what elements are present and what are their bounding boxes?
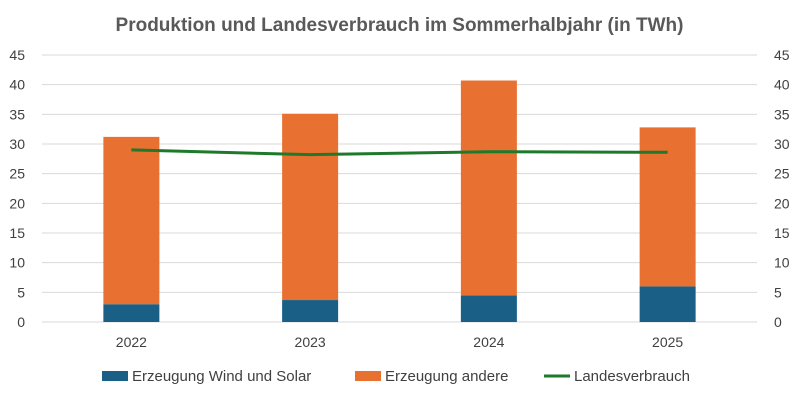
legend-label: Erzeugung Wind und Solar	[132, 368, 311, 385]
x-tick-label: 2023	[295, 334, 326, 350]
y-tick-label-left: 35	[9, 106, 25, 122]
line-series	[131, 148, 668, 157]
y-tick-label-right: 10	[774, 255, 790, 271]
x-tick-label: 2022	[116, 334, 147, 350]
legend: Erzeugung Wind und Solar Erzeugung andere…	[102, 368, 690, 385]
bar-segment	[282, 300, 339, 322]
bars	[103, 80, 696, 322]
x-tick-label: 2024	[473, 334, 504, 350]
y-tick-label-right: 0	[774, 314, 782, 330]
line-series-path	[131, 148, 668, 157]
y-tick-label-right: 25	[774, 166, 790, 182]
y-tick-label-right: 40	[774, 77, 790, 93]
bar-segment	[639, 286, 696, 322]
y-tick-label-left: 40	[9, 77, 25, 93]
y-tick-label-right: 30	[774, 136, 790, 152]
y-tick-label-left: 5	[17, 284, 25, 300]
bar-segment	[282, 113, 339, 301]
y-tick-label-right: 5	[774, 284, 782, 300]
gridlines	[42, 54, 757, 323]
bar-segment	[460, 80, 517, 296]
chart-title: Produktion und Landesverbrauch im Sommer…	[116, 15, 684, 36]
y-tick-label-left: 10	[9, 255, 25, 271]
x-tick-label: 2025	[652, 334, 683, 350]
legend-label: Erzeugung andere	[385, 368, 508, 385]
y-tick-label-right: 35	[774, 106, 790, 122]
y-tick-label-right: 15	[774, 225, 790, 241]
y-axis-right: 0 5 10 15 20 25 30 35 40 45	[774, 47, 790, 330]
y-tick-label-left: 0	[17, 314, 25, 330]
y-tick-label-left: 20	[9, 195, 25, 211]
y-tick-label-right: 45	[774, 47, 790, 63]
y-axis-left: 0 5 10 15 20 25 30 35 40 45	[9, 47, 25, 330]
bar-segment	[639, 127, 696, 287]
x-axis: 2022 2023 2024 2025	[116, 334, 684, 350]
y-tick-label-left: 15	[9, 225, 25, 241]
legend-swatch	[102, 371, 128, 381]
bar-segment	[103, 136, 160, 305]
y-tick-label-left: 25	[9, 166, 25, 182]
y-tick-label-right: 20	[774, 195, 790, 211]
y-tick-label-left: 45	[9, 47, 25, 63]
bar-segment	[460, 295, 517, 322]
y-tick-label-left: 30	[9, 136, 25, 152]
bar-segment	[103, 304, 160, 322]
legend-swatch	[355, 371, 381, 381]
legend-label: Landesverbrauch	[574, 368, 690, 385]
